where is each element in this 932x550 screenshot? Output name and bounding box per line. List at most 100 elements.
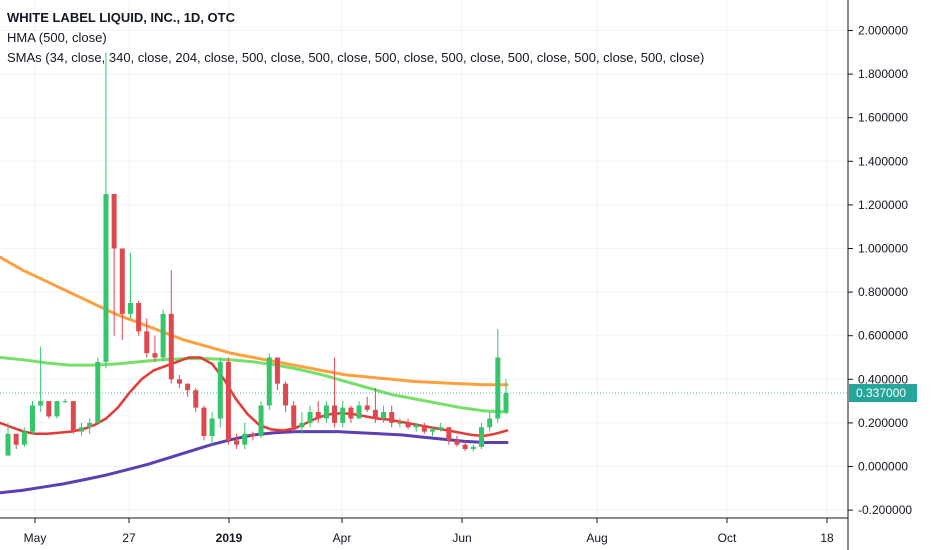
candle-body <box>291 405 297 428</box>
candle <box>78 422 84 436</box>
candle <box>144 318 150 358</box>
candle-body <box>503 393 509 412</box>
hma-line <box>0 356 509 438</box>
candle <box>111 194 117 336</box>
candle <box>332 357 338 428</box>
sma-green-line <box>0 356 509 414</box>
sma-orange-line <box>0 255 509 387</box>
candle-body <box>381 412 387 419</box>
candle <box>356 401 362 419</box>
candle <box>185 383 191 397</box>
candle <box>54 401 60 419</box>
candle <box>397 418 403 428</box>
candle-body <box>250 433 256 436</box>
candle-body <box>413 425 419 428</box>
candle-body <box>266 357 272 406</box>
candle-body <box>405 422 411 428</box>
candle <box>168 270 174 384</box>
candle <box>479 422 485 450</box>
hma-legend[interactable]: HMA (500, close) <box>7 30 107 45</box>
candle-body <box>103 194 109 362</box>
last-price-label: 0.337000 <box>856 386 906 400</box>
candle-body <box>5 433 11 456</box>
candle <box>160 309 166 362</box>
candle-body <box>315 412 321 419</box>
candle-body <box>119 248 125 314</box>
candle-body <box>209 418 215 436</box>
candle <box>70 401 76 434</box>
candle <box>495 329 501 423</box>
x-tick-label: May <box>24 531 47 545</box>
candle-body <box>13 433 19 445</box>
candle <box>250 431 256 441</box>
candle-body <box>136 303 142 332</box>
candle <box>421 422 427 434</box>
price-axis[interactable]: 2.000000 1.800000 1.600000 1.400000 1.200000… <box>847 0 912 550</box>
candle <box>13 433 19 450</box>
x-tick-label: 18 <box>820 531 834 545</box>
candle <box>470 444 476 452</box>
candle <box>291 401 297 432</box>
candle-body <box>372 409 378 419</box>
candle <box>283 381 289 412</box>
candle <box>413 422 419 432</box>
candle-body <box>144 331 150 354</box>
last-price-tag <box>849 384 917 403</box>
candle <box>201 405 207 441</box>
candle-body <box>87 422 93 428</box>
y-tick-label: -0.200000 <box>858 503 912 517</box>
candle-body <box>364 405 370 410</box>
candle <box>103 52 109 369</box>
candle <box>38 346 44 412</box>
candle <box>95 357 101 423</box>
x-tick-label: Apr <box>333 531 352 545</box>
candle-body <box>389 412 395 423</box>
candle-body <box>479 427 485 447</box>
candle-body <box>454 440 460 445</box>
x-tick-label: Oct <box>718 531 737 545</box>
candle-body <box>217 361 223 419</box>
candle-body <box>462 444 468 450</box>
y-tick-label: 1.800000 <box>858 67 908 81</box>
chart-legend: WHITE LABEL LIQUID, INC., 1D, OTC HMA (5… <box>7 8 704 68</box>
candle-body <box>54 401 60 417</box>
candle-body <box>95 361 101 423</box>
candle-body <box>470 446 476 450</box>
candle-body <box>62 401 68 403</box>
candle <box>430 427 436 436</box>
candle <box>5 422 11 456</box>
x-tick-label: Jun <box>452 531 471 545</box>
candle-body <box>234 440 240 445</box>
candle-body <box>421 425 427 432</box>
last-price-line: 0.337000 <box>0 384 917 403</box>
candle <box>381 405 387 423</box>
candle <box>340 401 346 428</box>
candle <box>225 357 231 445</box>
x-tick-label: 2019 <box>216 531 243 545</box>
candle <box>274 357 280 391</box>
symbol-title[interactable]: WHITE LABEL LIQUID, INC., 1D, OTC <box>7 10 235 25</box>
candle-body <box>160 313 166 358</box>
candle-body <box>185 383 191 391</box>
candle <box>266 353 272 410</box>
y-tick-label: 1.400000 <box>858 154 908 168</box>
candle-body <box>242 433 248 445</box>
candle <box>29 401 35 434</box>
candle-body <box>78 427 84 432</box>
candle-body <box>225 361 231 441</box>
candle-body <box>495 357 501 419</box>
candle-body <box>283 383 289 406</box>
smas-legend[interactable]: SMAs (34, close, 340, close, 204, close,… <box>7 50 705 65</box>
y-tick-label: 1.000000 <box>858 242 908 256</box>
candle <box>446 427 452 445</box>
y-tick-label: 2.000000 <box>858 24 908 38</box>
y-tick-label: 1.600000 <box>858 111 908 125</box>
candle <box>307 405 313 428</box>
candle-body <box>274 357 280 384</box>
candle <box>136 300 142 336</box>
candle-body <box>438 427 444 430</box>
time-axis[interactable]: May 27 2019 Apr Jun Aug Oct 18 <box>0 517 848 545</box>
candle <box>209 412 215 445</box>
